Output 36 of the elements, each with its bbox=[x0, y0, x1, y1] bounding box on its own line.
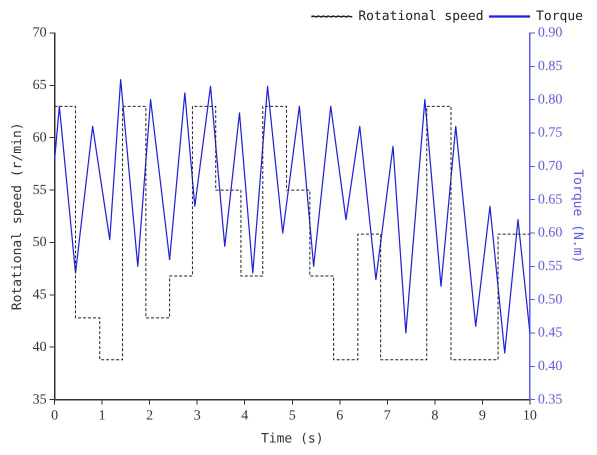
y-tick-label: 35 bbox=[32, 392, 47, 408]
y2-tick-label: 0.45 bbox=[538, 326, 562, 341]
x-tick-label: 3 bbox=[194, 408, 201, 424]
x-tick-label: 4 bbox=[241, 408, 248, 424]
y-tick-label: 45 bbox=[32, 288, 47, 303]
y-tick-label: 55 bbox=[32, 182, 47, 198]
y2-tick-label: 0.90 bbox=[538, 26, 562, 41]
x-tick-label: 1 bbox=[98, 408, 106, 424]
x-tick-label: 9 bbox=[478, 408, 486, 424]
x-axis-title: Time (s) bbox=[260, 432, 324, 447]
y2-tick-label: 0.75 bbox=[538, 126, 562, 141]
x-tick-label: 8 bbox=[431, 408, 438, 424]
y2-axis-title: Torque (N.m) bbox=[570, 169, 585, 264]
y2-tick-label: 0.60 bbox=[538, 226, 562, 241]
legend-label: Rotational speed bbox=[358, 8, 484, 24]
y2-tick-label: 0.70 bbox=[538, 158, 562, 174]
y-tick-label: 65 bbox=[32, 78, 47, 94]
x-tick-label: 7 bbox=[384, 408, 391, 424]
y2-tick-label: 0.55 bbox=[538, 258, 562, 274]
y-tick-label: 70 bbox=[32, 26, 47, 41]
x-tick-label: 0 bbox=[51, 408, 58, 424]
y-tick-label: 40 bbox=[32, 340, 47, 355]
y-tick-label: 60 bbox=[32, 130, 47, 146]
y-axis-title: Rotational speed (r/min) bbox=[10, 122, 26, 310]
y2-tick-label: 0.85 bbox=[538, 59, 562, 74]
x-tick-label: 10 bbox=[522, 408, 537, 424]
y-tick-label: 50 bbox=[32, 235, 47, 250]
y2-tick-label: 0.50 bbox=[538, 292, 562, 308]
y2-tick-label: 0.35 bbox=[538, 392, 562, 408]
y2-tick-label: 0.80 bbox=[538, 92, 562, 108]
y2-tick-label: 0.65 bbox=[538, 192, 562, 208]
x-tick-label: 5 bbox=[288, 408, 296, 424]
y2-tick-label: 0.40 bbox=[538, 358, 562, 374]
legend-label: Torque bbox=[536, 8, 584, 24]
x-tick-label: 6 bbox=[336, 408, 344, 424]
x-tick-label: 2 bbox=[146, 408, 154, 424]
